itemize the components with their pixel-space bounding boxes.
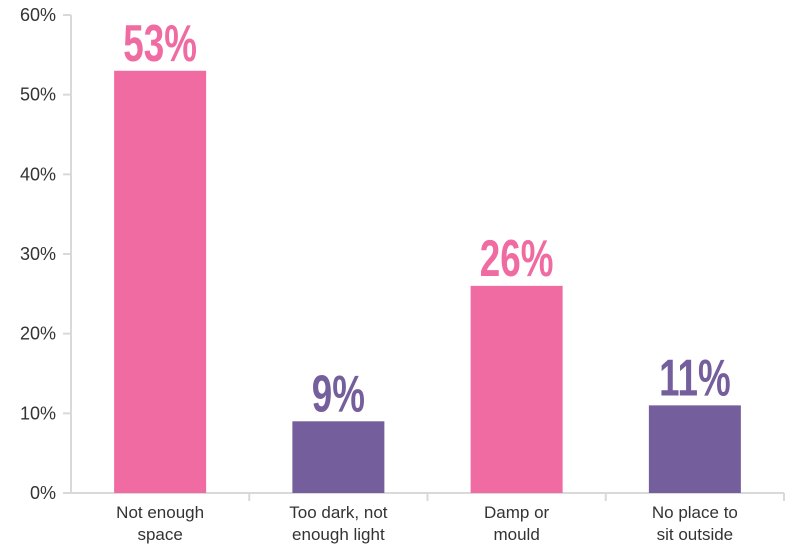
y-tick-label: 20% [20,324,56,344]
bar-data-label: 9% [312,365,365,423]
category-label: Not enough space [116,503,204,544]
y-tick-label: 40% [20,164,56,184]
y-tick-label: 0% [30,483,56,503]
y-tick-label: 10% [20,403,56,423]
category-label: Too dark, not enough light [289,503,388,544]
category-labels: Not enough space Too dark, not enough light… [116,503,738,544]
bar [470,285,563,493]
bars [114,70,741,494]
y-tick-label: 50% [20,85,56,105]
y-ticks: 0% 10% 20% 30% 40% 50% 60% [20,5,71,503]
bar-data-label: 26% [480,230,554,288]
bar [648,405,741,493]
y-tick-label: 60% [20,5,56,25]
x-ticks [248,493,785,501]
bar [114,70,207,494]
bar [292,421,385,493]
data-labels: 53% 9% 26% 11% [123,15,730,423]
bar-data-label: 11% [659,349,731,407]
category-label: No place to sit outside [652,503,738,544]
bar-data-label: 53% [123,15,197,73]
category-label: Damp or mould [484,503,550,544]
y-tick-label: 30% [20,244,56,264]
